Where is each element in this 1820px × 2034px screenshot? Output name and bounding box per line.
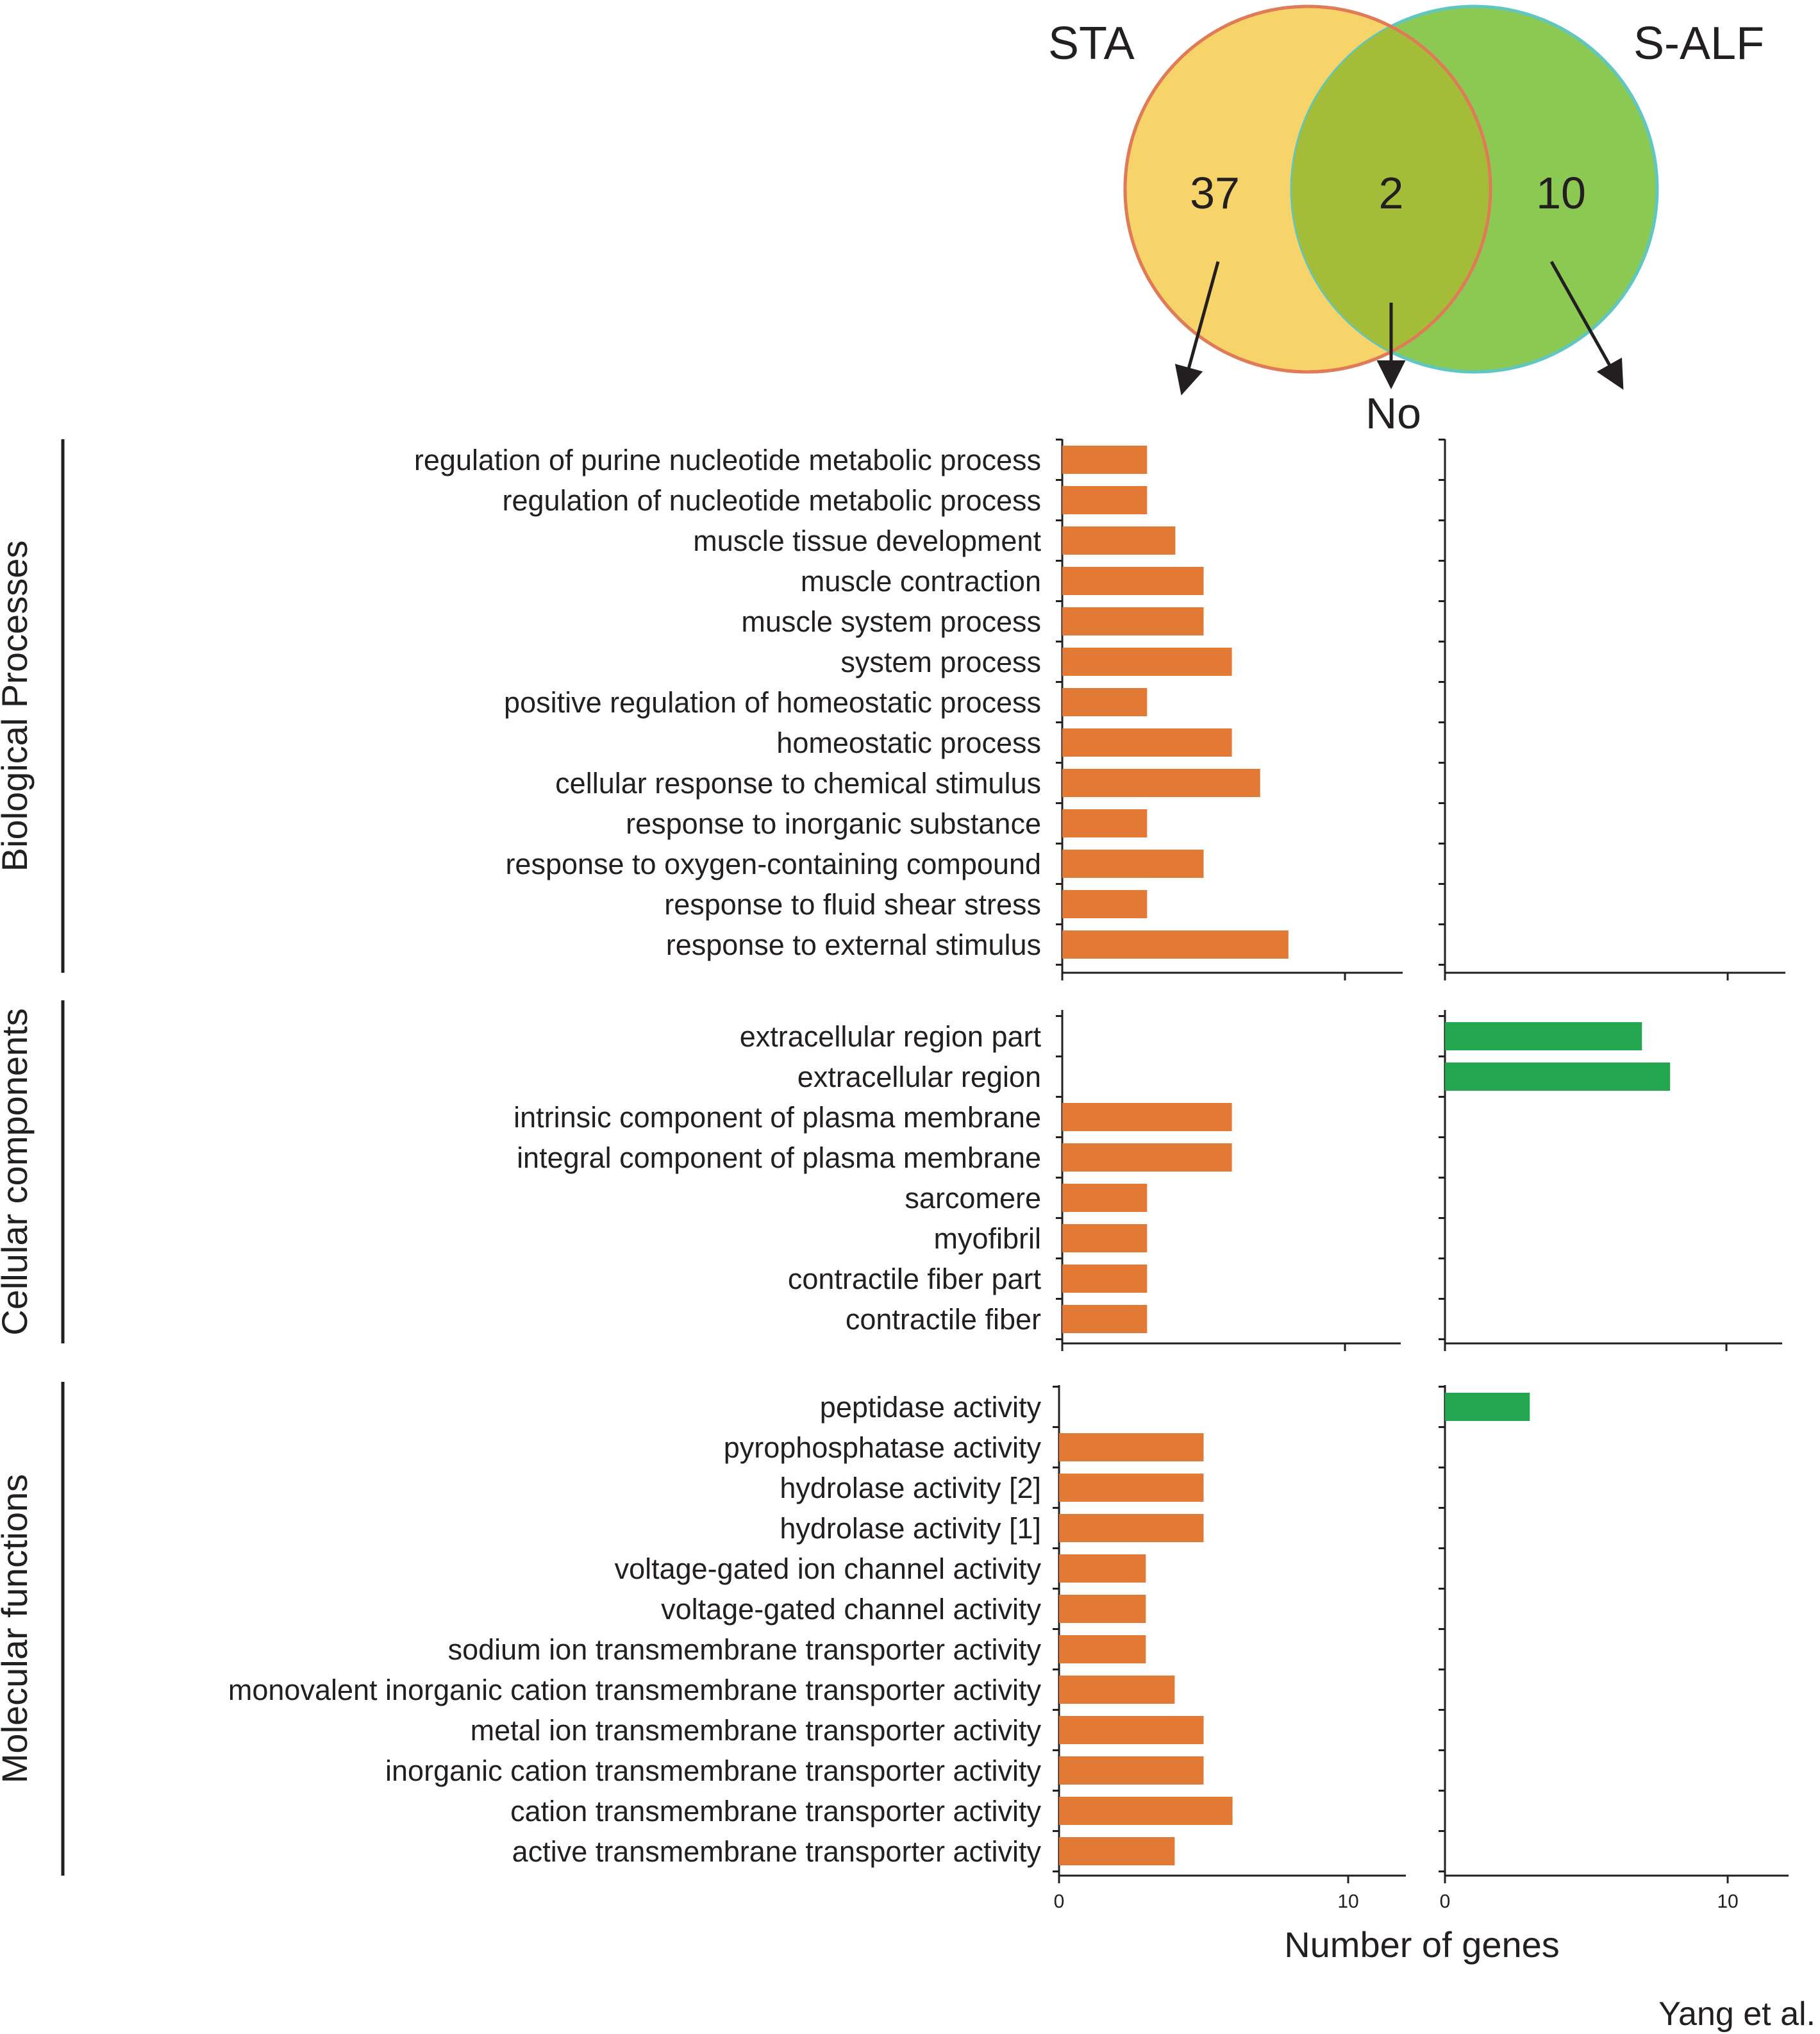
category-label: active transmembrane transporter activit… [512, 1835, 1042, 1868]
bar-sta [1059, 1635, 1146, 1663]
bar-salf [1445, 1063, 1671, 1091]
x-tick-label: 0 [1440, 1891, 1451, 1912]
category-label: muscle contraction [801, 565, 1041, 598]
category-label: hydrolase activity [1] [780, 1512, 1041, 1545]
venn-overlap [1292, 6, 1490, 372]
bar-sta [1062, 1184, 1148, 1212]
bar-charts: Biological Processes regulation of purine… [0, 439, 1789, 1912]
category-label: metal ion transmembrane transporter acti… [471, 1714, 1042, 1747]
arrow-salf-only [1549, 260, 1624, 390]
category-label: inorganic cation transmembrane transport… [385, 1754, 1041, 1787]
category-label: pyrophosphatase activity [724, 1431, 1042, 1464]
venn-diagram: STA S-ALF 37 2 10 No [1048, 4, 1764, 438]
category-label: response to external stimulus [666, 929, 1041, 961]
category-label: response to inorganic substance [626, 807, 1041, 840]
left-panel-axes [1056, 1010, 1401, 1351]
category-label: extracellular region [797, 1061, 1041, 1093]
category-label: sarcomere [905, 1182, 1041, 1215]
left-panel-axes: 0 10 [1053, 1385, 1406, 1912]
venn-label-salf: S-ALF [1633, 18, 1764, 69]
category-label: myofibril [933, 1222, 1041, 1255]
category-label: muscle tissue development [693, 525, 1041, 557]
category-label: voltage-gated ion channel activity [615, 1552, 1042, 1585]
category-label: muscle system process [741, 605, 1041, 638]
x-tick-label: 0 [1054, 1891, 1065, 1912]
x-axis-title: Number of genes [1284, 1924, 1560, 1965]
category-label: cellular response to chemical stimulus [555, 767, 1041, 800]
category-label: monovalent inorganic cation transmembran… [228, 1674, 1042, 1706]
bar-sta [1062, 930, 1289, 959]
group-2: Molecular functions 0 10 0 10 peptidase activ… [0, 1382, 1789, 1912]
bar-sta [1062, 1103, 1232, 1131]
right-panel-axes [1439, 439, 1785, 980]
right-panel-axes [1439, 1010, 1782, 1351]
bar-salf [1445, 1022, 1642, 1050]
bar-sta [1062, 648, 1232, 676]
bar-sta [1062, 486, 1148, 514]
group-title: Biological Processes [0, 541, 35, 872]
category-label: intrinsic component of plasma membrane [513, 1101, 1041, 1134]
bar-sta [1059, 1797, 1233, 1825]
venn-count-salf-only: 10 [1536, 168, 1586, 218]
bar-sta [1059, 1716, 1204, 1744]
bar-sta [1062, 850, 1204, 878]
venn-circle-sta-outline [1123, 4, 1492, 374]
bar-sta [1062, 1143, 1232, 1172]
bar-sta [1062, 1265, 1148, 1293]
bar-sta [1059, 1554, 1146, 1583]
bar-sta [1062, 890, 1148, 918]
credit: Yang et al. [1658, 1996, 1816, 2033]
category-label: response to fluid shear stress [664, 888, 1041, 921]
bar-sta [1062, 688, 1148, 716]
bar-sta [1059, 1474, 1204, 1502]
category-label: hydrolase activity [2] [780, 1472, 1041, 1504]
venn-count-overlap: 2 [1379, 168, 1404, 218]
category-label: response to oxygen-containing compound [505, 848, 1041, 880]
bar-sta [1062, 567, 1204, 595]
right-panel-axes: 0 10 [1439, 1385, 1789, 1912]
venn-label-sta: STA [1048, 18, 1135, 69]
category-label: contractile fiber part [788, 1263, 1042, 1295]
category-label: extracellular region part [740, 1020, 1042, 1053]
x-tick-label: 10 [1717, 1891, 1738, 1912]
group-0: Biological Processes regulation of purine… [0, 439, 1785, 980]
bar-sta [1059, 1756, 1204, 1785]
bar-sta [1059, 1837, 1175, 1865]
category-label: voltage-gated channel activity [661, 1593, 1041, 1626]
arrow-sta-only [1174, 261, 1220, 396]
bar-salf [1445, 1393, 1530, 1421]
category-label: regulation of nucleotide metabolic proce… [503, 484, 1042, 517]
category-label: positive regulation of homeostatic proce… [504, 686, 1041, 719]
group-title: Cellular components [0, 1008, 35, 1335]
category-label: sodium ion transmembrane transporter act… [448, 1633, 1042, 1666]
bar-sta [1062, 809, 1148, 837]
bar-sta [1062, 1305, 1148, 1333]
bar-sta [1062, 607, 1204, 635]
category-label: system process [840, 646, 1041, 678]
bar-sta [1059, 1676, 1175, 1704]
bar-sta [1059, 1514, 1204, 1542]
category-label: cation transmembrane transporter activit… [510, 1795, 1041, 1828]
overlap-note: No [1365, 389, 1421, 438]
bar-sta [1059, 1595, 1146, 1623]
category-label: contractile fiber [846, 1303, 1041, 1336]
category-label: regulation of purine nucleotide metaboli… [414, 444, 1041, 476]
group-1: Cellular components extracellular region … [0, 1000, 1782, 1351]
bar-sta [1062, 728, 1232, 757]
group-title: Molecular functions [0, 1474, 35, 1783]
bar-sta [1062, 446, 1148, 474]
bar-sta [1062, 769, 1260, 797]
category-label: integral component of plasma membrane [517, 1141, 1041, 1174]
category-label: peptidase activity [820, 1391, 1042, 1424]
x-tick-label: 10 [1337, 1891, 1358, 1912]
bar-sta [1062, 1224, 1148, 1252]
bar-sta [1062, 526, 1176, 555]
bar-sta [1059, 1433, 1204, 1461]
venn-count-sta-only: 37 [1190, 168, 1240, 218]
category-label: homeostatic process [776, 727, 1041, 759]
